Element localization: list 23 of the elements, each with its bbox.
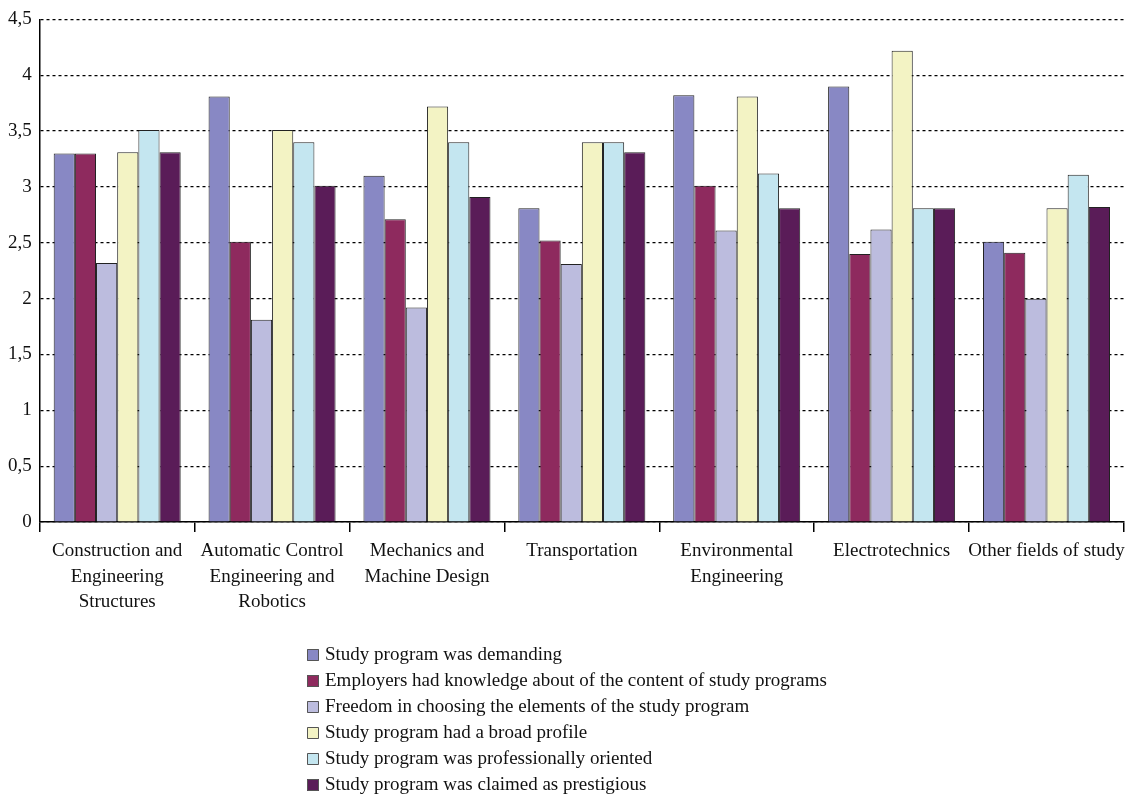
y-tick-label: 0: [22, 510, 32, 532]
legend-label: Study program was demanding: [325, 642, 563, 664]
y-tick-label: 3,5: [8, 119, 32, 141]
x-tick-label: Other fields of study: [968, 538, 1126, 560]
x-tick-label: Environmental Engineering: [680, 538, 794, 586]
y-tick-label: 1: [22, 398, 32, 420]
legend-label: Study program was claimed as prestigious: [325, 772, 647, 794]
x-tick-label: Automatic Control Engineering and Robotics: [200, 538, 344, 612]
x-tick-label: Construction and Engineering Structures: [52, 538, 183, 612]
y-tick-label: 4,5: [8, 7, 32, 29]
legend-label: Freedom in choosing the elements of the study program: [325, 694, 750, 716]
y-tick-label: 2,5: [8, 230, 32, 252]
x-tick-label: Electrotechnics: [833, 538, 951, 560]
y-tick-label: 0,5: [8, 454, 32, 476]
legend-label: Study program was professionally oriented: [325, 746, 653, 768]
y-tick-label: 4: [22, 63, 33, 85]
y-tick-label: 2: [22, 286, 32, 308]
x-tick-label: Mechanics and Machine Design: [364, 538, 490, 586]
x-tick-label: Transportation: [526, 538, 638, 560]
y-tick-label: 3: [22, 174, 32, 196]
legend-label: Employers had knowledge about of the content of study programs: [325, 668, 827, 690]
y-tick-label: 1,5: [8, 342, 32, 364]
legend-label: Study program had a broad profile: [325, 720, 588, 742]
